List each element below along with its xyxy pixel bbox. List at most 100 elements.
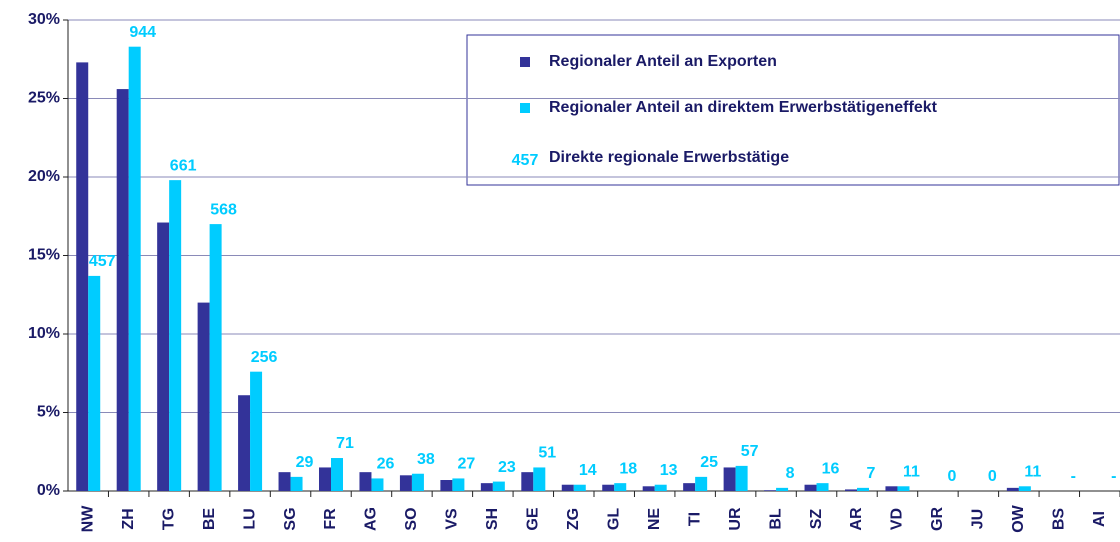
- data-label: 8: [786, 465, 795, 482]
- bar: [642, 486, 655, 491]
- data-label: 457: [89, 253, 116, 270]
- bar: [695, 476, 708, 491]
- x-tick-label: SZ: [808, 509, 825, 530]
- data-label: 16: [822, 460, 840, 477]
- bar: [492, 481, 505, 491]
- data-label: 11: [1024, 464, 1041, 481]
- bar: [319, 467, 331, 491]
- bar: [614, 483, 627, 491]
- bar: [399, 475, 412, 491]
- legend-label: Direkte regionale Erwerbstätige: [549, 149, 789, 166]
- x-tick-label: VS: [444, 508, 461, 530]
- bar: [735, 465, 748, 491]
- x-tick-label: ZG: [565, 508, 582, 530]
- x-tick-label: BE: [201, 508, 218, 531]
- y-tick-label: 25%: [28, 90, 60, 107]
- y-tick-label: 20%: [28, 168, 60, 185]
- y-tick-label: 5%: [37, 404, 60, 421]
- data-label: 23: [498, 459, 516, 476]
- data-label: 0: [947, 468, 956, 485]
- x-tick-label: JU: [970, 509, 987, 529]
- x-tick-label: NE: [646, 508, 663, 531]
- x-tick-label: LU: [241, 508, 258, 529]
- x-tick-label: SG: [282, 507, 299, 530]
- data-label: 38: [417, 451, 435, 468]
- bar: [561, 484, 574, 491]
- x-tick-label: GL: [605, 508, 622, 530]
- bar: [654, 484, 667, 491]
- data-label: 256: [251, 349, 278, 366]
- data-label: 14: [579, 462, 597, 479]
- bar: [1018, 486, 1031, 491]
- bar: [857, 487, 869, 491]
- bar: [116, 89, 129, 491]
- bar: [76, 62, 89, 491]
- bar: [157, 222, 170, 491]
- bar: [88, 275, 101, 491]
- data-label: 18: [619, 460, 637, 477]
- data-label: 13: [660, 462, 678, 479]
- x-tick-label: FR: [322, 508, 339, 530]
- data-label: 27: [457, 456, 475, 473]
- x-tick-label: TG: [160, 508, 177, 530]
- legend-swatch: [520, 103, 530, 113]
- bar: [533, 467, 546, 491]
- x-tick-label: ZH: [120, 508, 137, 529]
- data-label: 29: [296, 454, 314, 471]
- bar: [128, 46, 141, 491]
- bar: [290, 476, 303, 491]
- x-tick-label: BS: [1051, 508, 1068, 531]
- bar: [278, 472, 291, 491]
- bar: [804, 484, 817, 491]
- bar: [371, 478, 384, 491]
- bar: [209, 224, 222, 491]
- x-tick-label: AI: [1091, 511, 1108, 527]
- data-label: -: [1111, 468, 1116, 485]
- bar: [238, 395, 251, 491]
- bar: [1006, 487, 1019, 491]
- y-tick-label: 10%: [28, 325, 60, 342]
- bar: [723, 467, 736, 491]
- bar: [764, 490, 777, 491]
- data-label: 51: [538, 445, 556, 462]
- legend-label: Regionaler Anteil an direktem Erwerbstät…: [549, 99, 938, 116]
- legend-swatch: [520, 57, 530, 67]
- bar: [197, 302, 210, 491]
- y-tick-label: 0%: [37, 482, 60, 499]
- bar: [169, 180, 182, 491]
- bar: [521, 472, 534, 491]
- data-label: 568: [210, 201, 237, 218]
- bar: [885, 486, 898, 491]
- bar: [250, 371, 263, 491]
- data-label: 26: [377, 456, 395, 473]
- bar: [359, 472, 372, 491]
- bar: [816, 483, 829, 491]
- bar: [440, 480, 453, 491]
- bar: [480, 483, 493, 491]
- x-tick-label: VD: [889, 508, 906, 530]
- data-label: -: [1071, 468, 1076, 485]
- data-label: 0: [988, 468, 997, 485]
- data-label: 944: [129, 24, 156, 41]
- x-tick-label: OW: [1010, 504, 1027, 532]
- legend-box: [466, 34, 1120, 186]
- x-tick-label: TI: [686, 512, 703, 526]
- bar: [573, 484, 586, 491]
- x-tick-label: SO: [403, 507, 420, 530]
- x-tick-label: AR: [848, 507, 865, 531]
- data-label: 71: [336, 435, 354, 452]
- bar: [452, 478, 465, 491]
- legend-sample: 457: [512, 152, 539, 169]
- bar: [897, 486, 910, 491]
- bar: [331, 458, 343, 491]
- x-tick-label: GR: [929, 507, 946, 531]
- data-label: 11: [903, 464, 920, 481]
- legend-label: Regionaler Anteil an Exporten: [549, 53, 777, 70]
- x-tick-label: NW: [79, 505, 96, 533]
- bar: [683, 483, 696, 491]
- data-label: 7: [867, 465, 876, 482]
- bar: [411, 473, 424, 491]
- bar: [602, 484, 615, 491]
- y-tick-label: 30%: [28, 11, 60, 28]
